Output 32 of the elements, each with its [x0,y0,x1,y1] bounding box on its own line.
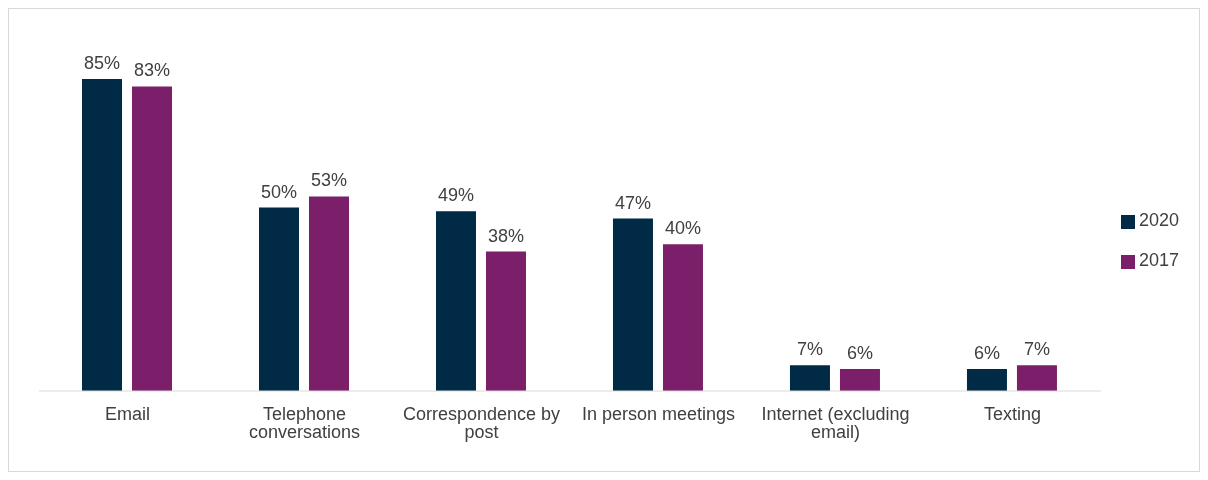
x-tick-label: Correspondence by post [402,403,561,442]
data-label: 40% [664,218,701,239]
x-tick-label: Texting [983,403,1041,424]
bar [132,86,172,391]
data-label: 7% [796,339,823,360]
data-label: 49% [437,185,474,206]
data-label: 50% [260,181,298,202]
data-label: 7% [1023,339,1050,360]
data-label: 53% [310,170,348,191]
legend-label: 2020 [1138,210,1179,230]
x-tick-label: Email [104,403,150,424]
data-label: 6% [846,342,873,363]
data-label: 83% [133,60,171,81]
bar [612,218,653,391]
bar [308,196,349,391]
bar [82,79,122,391]
data-label: 38% [487,225,524,246]
data-label: 47% [614,192,651,213]
x-tick-label: Telephone conversations [248,403,361,442]
bar [966,368,1007,391]
bar [839,368,880,391]
x-tick-label: Internet (excluding email) [761,403,910,442]
data-label: 85% [83,53,121,74]
bar [662,244,703,391]
bar [435,211,476,391]
bar [258,207,299,391]
data-label: 6% [973,342,1000,363]
legend-label: 2017 [1138,250,1179,270]
bar [485,251,526,391]
bar [1016,365,1057,391]
bar [789,365,830,391]
x-tick-label: In person meetings [581,403,736,424]
